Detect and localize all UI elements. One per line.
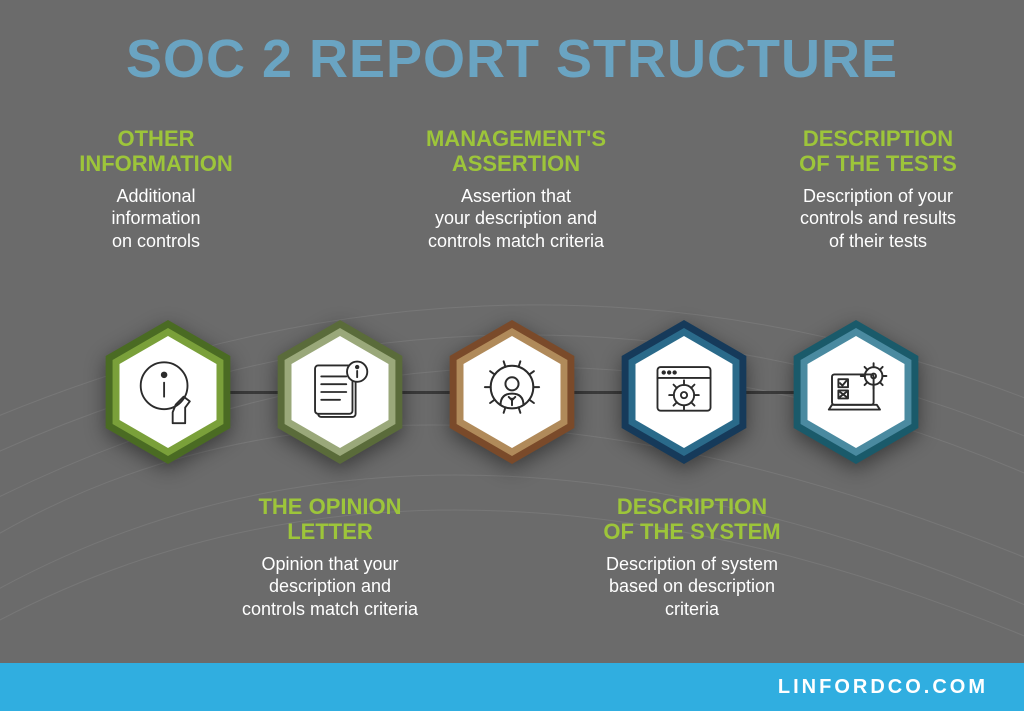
infographic-canvas: SOC 2 REPORT STRUCTURE OTHER INFORMATION… <box>0 0 1024 711</box>
item-5-text: DESCRIPTION OF THE TESTS Description of … <box>758 126 998 252</box>
footer-bar: LINFORDCO.COM <box>0 663 1024 711</box>
item-1-desc: Additional information on controls <box>46 185 266 253</box>
doc-info-icon <box>266 318 414 466</box>
item-1-text: OTHER INFORMATION Additional information… <box>46 126 266 252</box>
browser-gear-icon <box>610 318 758 466</box>
gear-person-icon <box>438 318 586 466</box>
item-3-text: MANAGEMENT'S ASSERTION Assertion that yo… <box>376 126 656 252</box>
laptop-check-icon <box>782 318 930 466</box>
item-2-desc: Opinion that your description and contro… <box>200 553 460 621</box>
item-3-desc: Assertion that your description and cont… <box>376 185 656 253</box>
item-5-heading: DESCRIPTION OF THE TESTS <box>758 126 998 177</box>
hex-2 <box>266 318 414 466</box>
item-1-heading: OTHER INFORMATION <box>46 126 266 177</box>
hex-3 <box>438 318 586 466</box>
footer-text: LINFORDCO.COM <box>778 676 988 699</box>
item-4-text: DESCRIPTION OF THE SYSTEM Description of… <box>562 494 822 620</box>
item-4-heading: DESCRIPTION OF THE SYSTEM <box>562 494 822 545</box>
main-title: SOC 2 REPORT STRUCTURE <box>0 28 1024 90</box>
item-2-heading: THE OPINION LETTER <box>200 494 460 545</box>
item-2-text: THE OPINION LETTER Opinion that your des… <box>200 494 460 620</box>
hex-4 <box>610 318 758 466</box>
item-5-desc: Description of your controls and results… <box>758 185 998 253</box>
item-3-heading: MANAGEMENT'S ASSERTION <box>376 126 656 177</box>
hexagon-row <box>0 318 1024 466</box>
hex-1 <box>94 318 242 466</box>
item-4-desc: Description of system based on descripti… <box>562 553 822 621</box>
hex-5 <box>782 318 930 466</box>
info-hand-icon <box>94 318 242 466</box>
